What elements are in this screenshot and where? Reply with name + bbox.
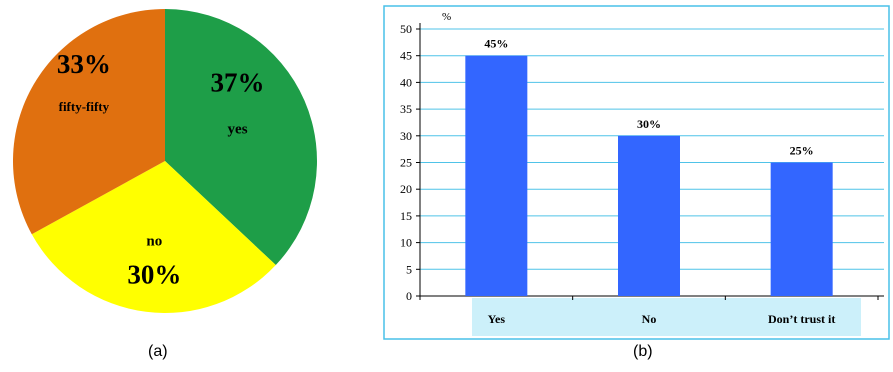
pie-value-label-fifty-fifty: 33% <box>57 49 111 79</box>
pie-slice-yes <box>165 9 317 266</box>
pie-category-label-no: no <box>146 233 162 249</box>
x-category-label: Don’t trust it <box>768 312 835 326</box>
y-tick-label: 20 <box>400 182 412 196</box>
pie-caption: (a) <box>148 343 168 360</box>
y-tick-label: 50 <box>400 22 412 36</box>
y-tick-label: 5 <box>406 262 412 276</box>
bar-chart-panel: 0 5 10 15 20 25 30 35 40 45 50% 45% Yes 30% No 25% Don’t… <box>380 0 893 367</box>
pie-slice-fifty-fifty <box>12 9 165 235</box>
y-tick-label: 30 <box>400 129 412 143</box>
pie-category-label-yes: yes <box>228 122 248 138</box>
x-category-label: Yes <box>488 312 506 326</box>
bar-data-label: 45% <box>484 37 508 51</box>
y-tick-label: 35 <box>400 102 412 116</box>
pie-chart: 37% yes 30% no 33% fifty-fifty <box>12 9 317 313</box>
y-tick-label: 10 <box>400 236 412 250</box>
y-tick-label: 40 <box>400 75 412 89</box>
bar-data-label: 30% <box>637 117 661 131</box>
y-tick-label: 25 <box>400 156 412 170</box>
x-category-label: No <box>642 312 657 326</box>
pie-value-label-yes: 37% <box>211 68 265 98</box>
category-band <box>472 298 861 336</box>
pie-slice-no <box>31 161 276 313</box>
y-axis-unit-label: % <box>442 11 451 23</box>
bar-2 <box>770 162 833 296</box>
bar-chart: 0 5 10 15 20 25 30 35 40 45 50% 45% Yes 30% No 25% Don’t… <box>383 5 890 340</box>
bar-data-label: 25% <box>790 144 814 158</box>
bar-0 <box>465 55 528 297</box>
bar-caption: (b) <box>633 343 653 360</box>
pie-category-label-fifty-fifty: fifty-fifty <box>59 99 110 114</box>
pie-value-label-no: 30% <box>127 259 181 289</box>
pie-chart-panel: 37% yes 30% no 33% fifty-fifty <box>0 0 340 367</box>
y-tick-label: 45 <box>400 49 412 63</box>
bar-1 <box>618 135 680 296</box>
y-tick-label: 0 <box>406 289 412 303</box>
y-tick-label: 15 <box>400 209 412 223</box>
